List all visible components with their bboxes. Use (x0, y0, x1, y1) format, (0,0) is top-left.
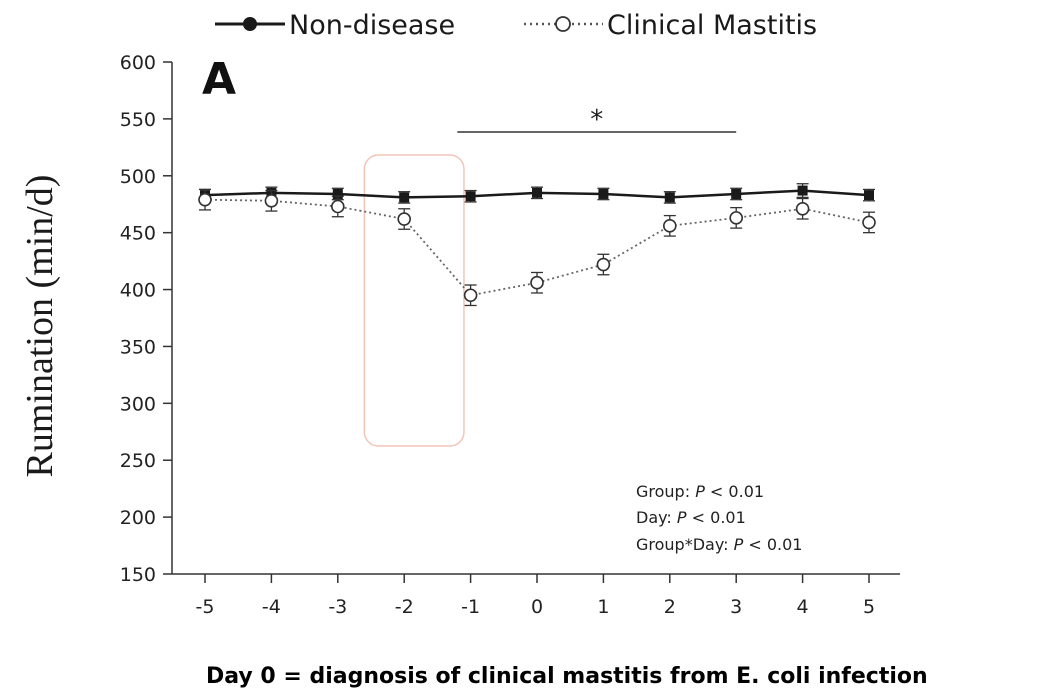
stats-line-group: Group: P < 0.01 (636, 482, 764, 501)
x-tick-label: 5 (863, 596, 875, 618)
data-point-clinical-mastitis (330, 199, 345, 214)
data-point-clinical-mastitis (795, 201, 810, 216)
data-point-non-disease (598, 188, 609, 199)
data-point-non-disease (864, 190, 874, 201)
y-tick-label: 400 (120, 280, 156, 302)
y-tick-label: 200 (120, 507, 156, 529)
x-tick-label: 4 (797, 596, 809, 618)
data-point-clinical-mastitis (397, 212, 412, 226)
series-non-disease (199, 183, 875, 204)
x-tick-label: -5 (196, 596, 215, 618)
y-tick-label: 450 (120, 223, 156, 245)
data-point-non-disease (399, 192, 410, 203)
series-line (204, 198, 870, 297)
y-axis-label: Rumination (min/d) (19, 175, 61, 478)
x-tick-label: -1 (461, 596, 480, 618)
data-point-clinical-mastitis (463, 288, 478, 303)
y-tick-label: 550 (120, 109, 156, 131)
legend-marker-clinical-mastitis (555, 16, 571, 32)
legend-label-clinical-mastitis: Clinical Mastitis (607, 10, 817, 41)
series-layer (198, 183, 876, 307)
x-axis-ticks: -5 -4 -3 -2 -1 0 1 2 3 4 5 (196, 574, 875, 618)
stats-line-day: Day: P < 0.01 (636, 508, 746, 527)
x-tick-label: -4 (262, 596, 281, 618)
legend-marker-non-disease (243, 17, 257, 31)
x-tick-label: 0 (531, 596, 543, 618)
data-point-clinical-mastitis (264, 194, 279, 208)
data-point-non-disease (465, 191, 476, 202)
data-point-clinical-mastitis (198, 192, 212, 207)
x-tick-label: 1 (597, 596, 609, 618)
x-tick-label: -2 (395, 596, 414, 618)
y-axis-ticks: 150 200 250 300 350 400 450 500 550 600 (120, 52, 172, 586)
data-point-non-disease (797, 185, 808, 196)
data-point-clinical-mastitis (662, 219, 677, 233)
series-clinical-mastitis (198, 188, 876, 307)
panel-label: A (202, 54, 236, 105)
data-point-non-disease (332, 188, 343, 199)
y-tick-label: 250 (120, 450, 156, 472)
stats-annotation: Group: P < 0.01 Day: P < 0.01 Group*Day:… (636, 482, 802, 554)
x-tick-label: 3 (730, 596, 742, 618)
y-tick-label: 350 (120, 336, 156, 358)
y-tick-label: 300 (120, 393, 156, 415)
legend-label-non-disease: Non-disease (289, 10, 455, 41)
y-tick-label: 500 (120, 166, 156, 188)
data-point-clinical-mastitis (729, 211, 744, 225)
data-point-clinical-mastitis (596, 257, 611, 272)
x-tick-label: 2 (664, 596, 676, 618)
footer-caption: Day 0 = diagnosis of clinical mastitis f… (206, 664, 928, 689)
y-tick-label: 600 (120, 52, 156, 74)
data-point-non-disease (731, 188, 742, 199)
y-tick-label: 150 (120, 564, 156, 586)
legend: Non-disease Clinical Mastitis (215, 10, 817, 41)
significance-asterisk: * (590, 105, 603, 135)
data-point-clinical-mastitis (862, 215, 876, 230)
stats-line-group-day: Group*Day: P < 0.01 (636, 535, 802, 554)
data-point-clinical-mastitis (530, 275, 544, 290)
data-point-non-disease (664, 192, 675, 203)
data-point-non-disease (532, 187, 542, 198)
highlight-box (363, 154, 465, 447)
x-tick-label: -3 (328, 596, 347, 618)
